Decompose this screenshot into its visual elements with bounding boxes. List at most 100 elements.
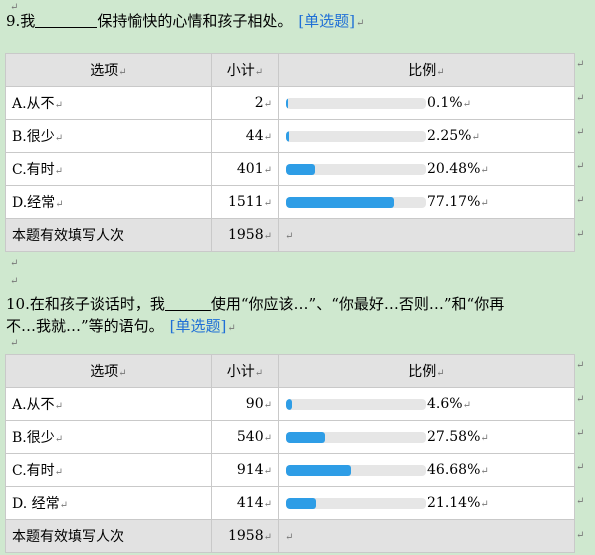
option-count: 914↵ — [211, 453, 279, 487]
option-count: 90↵ — [211, 387, 279, 421]
paragraph-mark: ↵ — [10, 2, 19, 13]
row-end-mark: ↵ — [576, 428, 585, 439]
header-ratio: 比例↵ — [278, 53, 575, 87]
option-label: D. 经常↵ — [5, 486, 212, 520]
row-end-mark: ↵ — [576, 59, 585, 70]
table-row: C.有时↵ 914↵ 46.68%↵ — [5, 453, 575, 487]
progress-bar — [286, 197, 426, 208]
progress-bar-fill — [286, 164, 315, 175]
option-percent: 21.14%↵ — [427, 495, 489, 511]
option-percent: 0.1%↵ — [427, 95, 471, 111]
progress-bar — [286, 399, 426, 410]
option-percent: 4.6%↵ — [427, 396, 471, 412]
header-ratio: 比例↵ — [278, 354, 575, 388]
option-label: C.有时↵ — [5, 152, 212, 186]
row-end-mark: ↵ — [576, 496, 585, 507]
option-count: 401↵ — [211, 152, 279, 186]
option-ratio: 0.1%↵ — [278, 86, 575, 120]
progress-bar — [286, 98, 426, 109]
question-10-text-a: 10.在和孩子谈话时，我 — [6, 295, 165, 313]
table-row: C.有时↵ 401↵ 20.48%↵ — [5, 152, 575, 186]
header-count: 小计↵ — [211, 53, 279, 87]
progress-bar — [286, 131, 426, 142]
option-label: A.从不↵ — [5, 387, 212, 421]
table-row: A.从不↵ 2↵ 0.1%↵ — [5, 86, 575, 120]
progress-bar — [286, 164, 426, 175]
paragraph-mark: ↵ — [10, 338, 19, 349]
table-row: D. 经常↵ 414↵ 21.14%↵ — [5, 486, 575, 520]
paragraph-mark: ↵ — [10, 258, 19, 269]
footer-label: 本题有效填写人次 — [5, 519, 212, 553]
footer-empty: ↵ — [278, 218, 575, 252]
table-row: B.很少↵ 540↵ 27.58%↵ — [5, 420, 575, 454]
option-percent: 20.48%↵ — [427, 161, 489, 177]
progress-bar-fill — [286, 432, 325, 443]
option-ratio: 20.48%↵ — [278, 152, 575, 186]
option-percent: 2.25%↵ — [427, 128, 480, 144]
option-label: C.有时↵ — [5, 453, 212, 487]
progress-bar-fill — [286, 465, 352, 476]
row-end-mark: ↵ — [576, 195, 585, 206]
option-ratio: 77.17%↵ — [278, 185, 575, 219]
option-label: D.经常↵ — [5, 185, 212, 219]
table-row: D.经常↵ 1511↵ 77.17%↵ — [5, 185, 575, 219]
option-percent: 27.58%↵ — [427, 429, 489, 445]
progress-bar-fill — [286, 98, 288, 109]
option-count: 2↵ — [211, 86, 279, 120]
question-10-text-c: 不…我就…”等的语句。 — [6, 317, 164, 335]
option-percent: 77.17%↵ — [427, 194, 489, 210]
question-10-table: 选项↵ 小计↵ 比例↵ A.从不↵ 90↵ 4.6%↵ B.很少↵ 540↵ 2… — [5, 354, 575, 553]
footer-count: 1958↵ — [211, 218, 279, 252]
question-9-text: 保持愉快的心情和孩子相处。 — [97, 12, 293, 30]
answer-blank — [35, 11, 98, 28]
option-percent: 46.68%↵ — [427, 462, 489, 478]
option-label: B.很少↵ — [5, 119, 212, 153]
option-count: 414↵ — [211, 486, 279, 520]
question-type-tag: [单选题] — [298, 12, 356, 30]
footer-label: 本题有效填写人次 — [5, 218, 212, 252]
option-count: 44↵ — [211, 119, 279, 153]
question-9-number: 9.我 — [6, 12, 36, 30]
question-9-table: 选项↵ 小计↵ 比例↵ A.从不↵ 2↵ 0.1%↵ B.很少↵ 44↵ 2.2… — [5, 53, 575, 252]
progress-bar — [286, 465, 426, 476]
option-ratio: 21.14%↵ — [278, 486, 575, 520]
option-ratio: 46.68%↵ — [278, 453, 575, 487]
header-option: 选项↵ — [5, 53, 212, 87]
row-end-mark: ↵ — [576, 530, 585, 541]
option-count: 1511↵ — [211, 185, 279, 219]
row-end-mark: ↵ — [576, 229, 585, 240]
option-ratio: 4.6%↵ — [278, 387, 575, 421]
question-type-tag: [单选题] — [169, 317, 227, 335]
paragraph-mark: ↵ — [10, 276, 19, 287]
table-footer-row: 本题有效填写人次 1958↵ ↵ — [5, 218, 575, 252]
row-end-mark: ↵ — [576, 93, 585, 104]
row-end-mark: ↵ — [576, 127, 585, 138]
question-9-title: 9.我 保持愉快的心情和孩子相处。 [单选题]↵ — [6, 11, 365, 30]
footer-count: 1958↵ — [211, 519, 279, 553]
question-10-text-b: 使用“你应该…”、“你最好…否则…”和“你再 — [210, 295, 505, 313]
answer-blank — [164, 294, 211, 311]
progress-bar — [286, 432, 426, 443]
option-label: B.很少↵ — [5, 420, 212, 454]
progress-bar-fill — [286, 399, 293, 410]
progress-bar-fill — [286, 498, 316, 509]
row-end-mark: ↵ — [576, 394, 585, 405]
header-count: 小计↵ — [211, 354, 279, 388]
progress-bar-fill — [286, 131, 290, 142]
option-ratio: 2.25%↵ — [278, 119, 575, 153]
row-end-mark: ↵ — [576, 161, 585, 172]
table-header-row: 选项↵ 小计↵ 比例↵ — [5, 53, 575, 87]
table-footer-row: 本题有效填写人次 1958↵ ↵ — [5, 519, 575, 553]
footer-empty: ↵ — [278, 519, 575, 553]
progress-bar-fill — [286, 197, 395, 208]
option-ratio: 27.58%↵ — [278, 420, 575, 454]
option-label: A.从不↵ — [5, 86, 212, 120]
progress-bar — [286, 498, 426, 509]
option-count: 540↵ — [211, 420, 279, 454]
row-end-mark: ↵ — [576, 360, 585, 371]
header-option: 选项↵ — [5, 354, 212, 388]
table-row: A.从不↵ 90↵ 4.6%↵ — [5, 387, 575, 421]
table-header-row: 选项↵ 小计↵ 比例↵ — [5, 354, 575, 388]
row-end-mark: ↵ — [576, 462, 585, 473]
question-10-title: 10.在和孩子谈话时，我 使用“你应该…”、“你最好…否则…”和“你再 不…我就…… — [6, 294, 505, 335]
